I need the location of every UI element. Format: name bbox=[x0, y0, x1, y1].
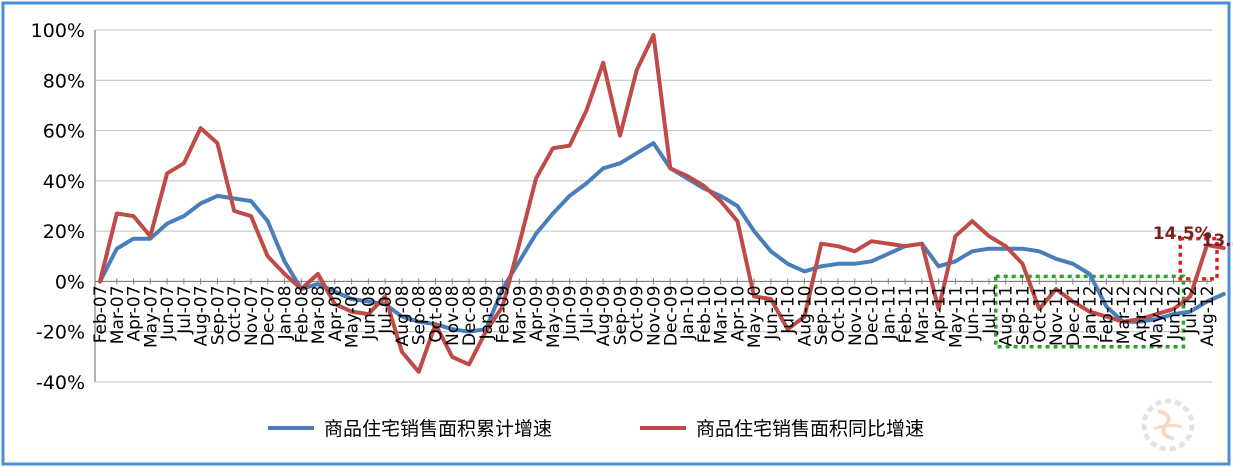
x-tick-label: Aug-10 bbox=[795, 285, 815, 346]
x-tick-label: Mar-12 bbox=[1114, 285, 1134, 344]
x-tick-label: Mar-10 bbox=[712, 285, 732, 344]
x-tick-label: Oct-08 bbox=[426, 285, 446, 342]
x-tick-label: Jul-10 bbox=[779, 285, 799, 334]
highlight-boxes bbox=[993, 236, 1219, 349]
x-tick-label: Jul-11 bbox=[980, 285, 1000, 334]
y-tick-label: 100% bbox=[31, 20, 85, 42]
x-tick-label: Jun-07 bbox=[158, 285, 178, 340]
x-tick-label: Sep-07 bbox=[208, 285, 228, 345]
x-tick-label: Aug-11 bbox=[997, 285, 1017, 346]
x-tick-label: Apr-10 bbox=[728, 285, 748, 341]
x-tick-label: Jan-11 bbox=[879, 285, 899, 340]
x-tick-label: Jun-10 bbox=[762, 285, 782, 340]
x-tick-label: Jul-12 bbox=[1181, 285, 1201, 334]
x-tick-label: Nov-08 bbox=[443, 285, 463, 346]
x-tick-label: Oct-10 bbox=[829, 285, 849, 342]
x-tick-label: Dec-10 bbox=[863, 285, 883, 346]
x-axis-ticks: Feb-07Mar-07Apr-07May-07Jun-07Jul-07Aug-… bbox=[91, 285, 1218, 348]
x-tick-label: Jul-07 bbox=[175, 285, 195, 334]
x-tick-label: Feb-09 bbox=[494, 285, 514, 343]
x-tick-label: Apr-11 bbox=[930, 285, 950, 341]
legend-label: 商品住宅销售面积同比增速 bbox=[696, 418, 924, 440]
x-tick-label: Jun-12 bbox=[1164, 285, 1184, 340]
y-tick-label: 0% bbox=[55, 271, 85, 293]
x-tick-label: Apr-07 bbox=[125, 285, 145, 341]
x-tick-label: Nov-07 bbox=[242, 285, 262, 346]
legend: 商品住宅销售面积累计增速 商品住宅销售面积同比增速 bbox=[268, 418, 924, 440]
x-tick-label: Mar-08 bbox=[309, 285, 329, 344]
annotations: 14.5%13.3% bbox=[1153, 224, 1233, 251]
x-tick-label: Jun-09 bbox=[561, 285, 581, 340]
x-tick-label: Jun-08 bbox=[359, 285, 379, 340]
x-tick-label: Jul-09 bbox=[577, 285, 597, 334]
x-tick-label: Dec-09 bbox=[661, 285, 681, 346]
x-tick-label: May-07 bbox=[141, 285, 161, 348]
series-line-yoy bbox=[98, 33, 1226, 374]
x-tick-label: Feb-08 bbox=[292, 285, 312, 343]
legend-label: 商品住宅销售面积累计增速 bbox=[324, 418, 552, 440]
highlight-box bbox=[1178, 236, 1219, 281]
y-tick-label: -20% bbox=[36, 322, 85, 344]
x-tick-label: Feb-12 bbox=[1097, 285, 1117, 343]
x-tick-label: Dec-07 bbox=[259, 285, 279, 346]
x-tick-label: May-12 bbox=[1148, 285, 1168, 348]
y-tick-label: 80% bbox=[43, 70, 85, 92]
x-tick-label: Jun-11 bbox=[963, 285, 983, 340]
x-tick-label: Oct-09 bbox=[628, 285, 648, 342]
x-tick-label: May-11 bbox=[946, 285, 966, 348]
x-tick-label: Oct-07 bbox=[225, 285, 245, 342]
x-tick-label: Sep-10 bbox=[812, 285, 832, 345]
x-tick-label: Aug-08 bbox=[393, 285, 413, 346]
highlight-box bbox=[993, 274, 1186, 349]
y-tick-label: 40% bbox=[43, 171, 85, 193]
y-tick-label: -40% bbox=[36, 372, 85, 394]
x-tick-label: Mar-09 bbox=[510, 285, 530, 344]
x-tick-label: Sep-09 bbox=[611, 285, 631, 345]
x-tick-label: Aug-09 bbox=[594, 285, 614, 346]
x-tick-label: Feb-07 bbox=[91, 285, 111, 343]
x-tick-label: Apr-08 bbox=[326, 285, 346, 341]
x-tick-label: May-09 bbox=[544, 285, 564, 348]
x-tick-label: Apr-09 bbox=[527, 285, 547, 341]
x-tick-label: Sep-08 bbox=[410, 285, 430, 345]
x-tick-label: Feb-10 bbox=[695, 285, 715, 343]
watermark-logo bbox=[1141, 398, 1195, 452]
series-line-cumulative bbox=[98, 141, 1226, 334]
x-tick-label: Mar-11 bbox=[913, 285, 933, 344]
x-tick-label: Aug-12 bbox=[1198, 285, 1218, 346]
x-tick-label: Nov-09 bbox=[645, 285, 665, 346]
x-tick-label: Jan-12 bbox=[1081, 285, 1101, 340]
series-lines bbox=[98, 33, 1226, 374]
x-tick-label: Apr-12 bbox=[1131, 285, 1151, 341]
x-tick-label: Nov-10 bbox=[846, 285, 866, 346]
data-label: 14.5% bbox=[1153, 224, 1212, 244]
y-tick-label: 60% bbox=[43, 121, 85, 143]
y-axis-ticks: -40% -20% 0% 20% 40% 60% 80% 100% bbox=[31, 20, 85, 394]
x-tick-label: Jan-10 bbox=[678, 285, 698, 340]
x-tick-label: Mar-07 bbox=[108, 285, 128, 344]
x-tick-label: Sep-11 bbox=[1014, 285, 1034, 345]
x-tick-label: Jan-09 bbox=[477, 285, 497, 340]
x-tick-label: May-08 bbox=[343, 285, 363, 348]
x-tick-label: Nov-11 bbox=[1047, 285, 1067, 346]
x-tick-label: Oct-11 bbox=[1030, 285, 1050, 342]
x-tick-label: Jul-08 bbox=[376, 285, 396, 334]
axes bbox=[94, 30, 1212, 382]
x-tick-label: Aug-07 bbox=[192, 285, 212, 346]
x-tick-label: Dec-08 bbox=[460, 285, 480, 346]
x-tick-label: Feb-11 bbox=[896, 285, 916, 343]
y-tick-label: 20% bbox=[43, 221, 85, 243]
x-tick-label: May-10 bbox=[745, 285, 765, 348]
data-label: 13.3% bbox=[1202, 231, 1233, 251]
x-tick-label: Jan-08 bbox=[276, 285, 296, 340]
x-tick-label: Dec-11 bbox=[1064, 285, 1084, 346]
